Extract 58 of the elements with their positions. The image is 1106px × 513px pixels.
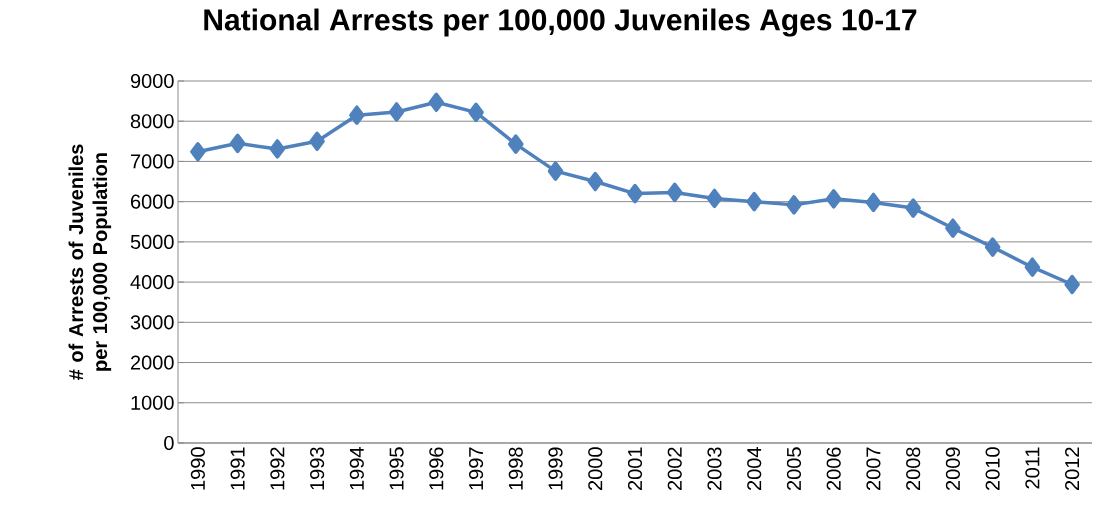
point [388,102,405,122]
point [746,191,762,212]
x-tick-label: 2009 [945,447,960,491]
x-tick-label: 1996 [429,447,444,490]
x-tick-label: 1999 [548,447,563,490]
point [706,188,723,209]
x-tick-label: 2010 [985,447,1000,491]
x-tick-label: 2008 [906,447,921,491]
y-tick-label: 7000 [131,154,174,169]
point [865,192,882,213]
y-tick-label: 9000 [130,73,174,89]
point [945,218,961,238]
point [587,171,604,192]
point [269,139,286,159]
point [229,133,246,154]
x-tick-label: 2006 [826,447,841,491]
y-tick-label: 8000 [130,114,174,129]
x-tick-label: 2007 [866,447,881,491]
chart-title: National Arrests per 100,000 Juveniles Ages 10-17 [204,8,917,37]
y-tick-label: 6000 [131,194,174,209]
y-axis-title: # of Arrests of Juveniles per 100,000 Population [68,144,112,381]
x-tick-label: 1997 [468,447,484,490]
point [1024,257,1041,277]
x-tick-label: 2012 [1065,447,1080,491]
point [468,102,484,123]
x-tick-label: 2011 [1025,447,1040,489]
y-tick-label: 3000 [130,315,174,330]
point [349,105,365,125]
x-tick-label: 2005 [786,447,802,491]
point [786,195,802,215]
point [547,161,564,181]
point [309,131,325,152]
x-tick-label: 1992 [270,447,285,490]
y-tick-label: 0 [164,435,174,451]
point [905,198,921,218]
y-tick-label: 4000 [130,275,174,290]
y-tick-label: 5000 [130,234,174,249]
x-tick-label: 1994 [349,447,364,490]
x-tick-label: 1998 [508,447,523,490]
x-tick-label: 1991 [230,447,245,490]
point [666,182,683,203]
x-tick-label: 2001 [627,447,643,491]
x-tick-label: 2004 [747,447,762,491]
x-tick-label: 1995 [389,447,404,490]
point [1064,274,1080,295]
x-tick-label: 1990 [190,447,205,490]
y-tick-label: 1000 [131,395,174,410]
point [825,189,842,209]
x-tick-label: 1993 [310,447,325,490]
y-tick-label: 2000 [130,355,174,370]
point [428,92,445,113]
point [508,134,524,154]
x-tick-label: 2000 [588,447,603,491]
point [984,237,1001,257]
x-tick-label: 2003 [707,447,722,491]
x-tick-label: 2002 [667,447,682,491]
point [190,142,206,162]
point [627,183,643,204]
